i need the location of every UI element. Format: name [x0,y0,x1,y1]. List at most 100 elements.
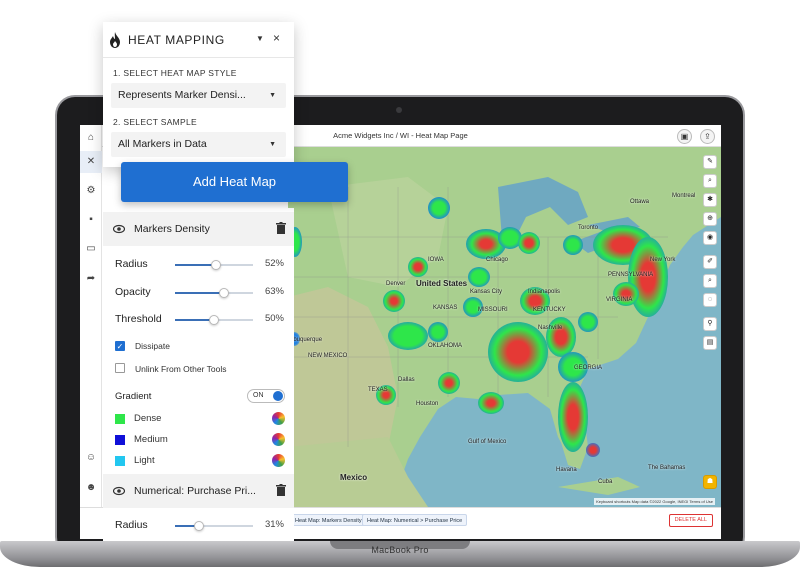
heat-spot [563,235,583,255]
dissipate-label: Dissipate [135,341,170,351]
map-label-iowa: IOWA [428,257,444,263]
map-label-dallas: Dallas [398,377,415,383]
footer-chip-purchase-price[interactable]: Heat Map: Numerical > Purchase Price [362,514,468,526]
heat-spot [408,257,428,277]
opacity-label: Opacity [115,286,151,298]
slider-knob[interactable] [194,521,205,531]
toggle-knob [273,391,283,401]
tools-icon[interactable]: ✕ [80,151,102,173]
camera-tool-icon[interactable]: ◉ [703,231,717,245]
user-settings-icon[interactable]: ☺ [85,452,97,463]
gear-icon[interactable]: ⚙ [86,185,96,196]
radius-slider[interactable] [175,521,253,531]
heat-spot [463,297,483,317]
color-picker-icon[interactable] [272,412,285,425]
footer-chip-markers-density[interactable]: Heat Map: Markers Density [290,514,367,526]
dissipate-checkbox[interactable]: ✓ [115,341,125,351]
slider-knob[interactable] [210,260,221,270]
layers-icon[interactable]: ✱ [703,193,717,207]
map-label-chicago: Chicago [486,257,509,263]
map-label-united-states: United States [416,279,468,288]
opacity-value: 63% [264,286,284,297]
threshold-value: 50% [264,313,284,324]
eye-icon[interactable] [113,223,125,235]
heat-spot [376,385,396,405]
layer-title: Numerical: Purchase Pri... [134,485,256,497]
screenshot-icon[interactable]: ▣ [677,129,692,144]
add-heat-map-button[interactable]: Add Heat Map [121,162,348,202]
slider-fill [175,292,225,294]
map-canvas[interactable]: Ottawa Montreal Toronto New York Chicago… [288,147,721,507]
zoom-icon[interactable]: ⌕ [703,174,717,188]
trash-icon[interactable] [276,484,286,496]
gradient-toggle[interactable]: ON [247,389,285,403]
heat-spot [383,290,405,312]
radius-label: Radius [115,258,148,270]
heat-spot [428,197,450,219]
delete-all-button[interactable]: DELETE ALL [668,514,713,527]
map-label-kentucky: KENTUCKY [533,307,566,313]
map-label-gulf: Gulf of Mexico [468,439,507,445]
light-swatch [115,456,125,466]
slider-fill [175,264,216,266]
medium-swatch [115,435,125,445]
collapse-icon[interactable]: ▼ [256,34,264,43]
gradient-toggle-label: ON [253,392,264,399]
threshold-slider[interactable] [175,315,253,325]
opacity-slider[interactable] [175,288,253,298]
document-icon[interactable]: ▤ [703,336,717,350]
eye-icon[interactable] [113,485,125,497]
panel-title: HEAT MAPPING [128,33,225,47]
select-value: Represents Marker Densi... [118,89,246,101]
search-area-icon[interactable]: ⌕ [703,274,717,288]
save-icon[interactable]: ▪ [89,214,93,225]
home-icon[interactable]: ⌂ [87,132,95,143]
heat-spot [586,443,600,457]
map-label-new-mexico: NEW MEXICO [308,353,348,359]
map-label-mexico: Mexico [340,473,368,482]
sample-select[interactable]: All Markers in Data ▼ [111,132,286,157]
monitor-icon[interactable]: ▭ [86,243,96,254]
wrench-icon[interactable]: ✎ [703,155,717,169]
laptop-notch [330,541,470,549]
forward-icon[interactable]: ➦ [86,273,96,284]
step2-label: 2. SELECT SAMPLE [113,117,198,127]
gradient-label: Gradient [115,391,152,402]
heat-spot [613,282,639,306]
pegman-icon[interactable]: ☗ [703,475,717,489]
map-label-georgia: GEORGIA [574,365,603,371]
map-label-pennsylvania: PENNSYLVANIA [608,272,654,278]
unlink-checkbox[interactable] [115,363,125,373]
heat-spot [546,317,576,357]
heat-spot [558,352,588,382]
crosshair-icon[interactable]: ⊕ [703,212,717,226]
color-picker-icon[interactable] [272,454,285,467]
map-label-virginia: VIRGINIA [606,297,633,303]
heat-spot [578,312,598,332]
heat-map-style-select[interactable]: Represents Marker Densi... ▼ [111,83,286,108]
layer-header-markers-density[interactable]: Markers Density [103,212,294,246]
heat-spot [488,322,548,382]
light-label: Light [134,455,155,466]
pin-icon[interactable]: ⚲ [703,317,717,331]
user-icon[interactable]: ☻ [85,482,97,493]
slider-fill [175,525,200,527]
trash-icon[interactable] [276,222,286,234]
color-picker-icon[interactable] [272,433,285,446]
lasso-icon[interactable]: ◌ [703,293,717,307]
pencil-icon[interactable]: ✐ [703,255,717,269]
select-value: All Markers in Data [118,138,207,150]
slider-knob[interactable] [209,315,219,325]
radius-slider[interactable] [175,260,253,270]
heat-spot [558,382,588,452]
slider-fill [175,319,214,321]
app-title: Acme Widgets Inc / WI - Heat Map Page [333,131,468,140]
heat-spot [518,232,540,254]
heat-spot [428,322,448,342]
share-icon[interactable]: ⇪ [700,129,715,144]
map-label-new-york: New York [650,257,676,263]
layer-header-purchase-price[interactable]: Numerical: Purchase Pri... [103,474,294,508]
close-icon[interactable]: × [273,31,281,45]
slider-knob[interactable] [219,288,230,298]
